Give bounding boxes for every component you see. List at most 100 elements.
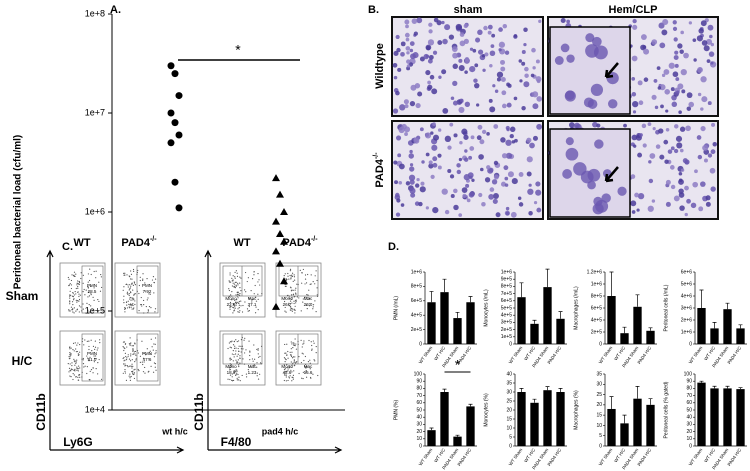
event (245, 349, 247, 351)
cell (404, 104, 409, 109)
cell (459, 98, 464, 103)
cell (456, 169, 462, 175)
cell (659, 42, 666, 49)
event (141, 340, 143, 342)
gate-label: 28.5 (88, 289, 97, 294)
gate (222, 265, 263, 297)
cell (510, 211, 517, 218)
event (77, 283, 79, 285)
event (284, 306, 286, 309)
event (89, 370, 91, 373)
cell (707, 101, 712, 106)
event (234, 370, 237, 372)
error-bar (429, 291, 434, 303)
cell (681, 89, 686, 94)
cell (637, 80, 643, 86)
event (75, 293, 77, 295)
y-axis-label: PMN (%) (393, 400, 399, 421)
error-bar (712, 385, 717, 389)
cell (442, 107, 449, 114)
event (145, 305, 147, 308)
bar (466, 406, 475, 446)
cell (430, 174, 435, 180)
cell (536, 123, 543, 130)
event (237, 359, 239, 361)
cell (710, 61, 714, 65)
cell (631, 210, 636, 214)
event (232, 379, 235, 382)
event (71, 301, 74, 303)
event (315, 270, 317, 272)
event (290, 294, 293, 296)
event (92, 367, 94, 369)
cell (705, 195, 711, 201)
event (234, 276, 236, 278)
event (131, 308, 133, 310)
event (244, 352, 246, 354)
x-tick-label: PAD4 H/C (636, 447, 652, 467)
event (305, 282, 308, 284)
cell (503, 165, 509, 171)
y-tick-label: 25 (506, 398, 512, 404)
point (171, 178, 179, 186)
event (257, 298, 259, 300)
cell (670, 146, 675, 151)
point (272, 302, 280, 310)
cell (655, 144, 661, 149)
cell (462, 193, 467, 199)
event (248, 310, 250, 312)
gate (136, 265, 159, 314)
event (290, 354, 292, 356)
event (95, 270, 97, 272)
event (72, 378, 74, 381)
event (232, 344, 235, 346)
event (67, 363, 69, 365)
event (292, 378, 294, 380)
y-tick-label: 30 (506, 389, 512, 395)
event (243, 289, 246, 291)
event (86, 302, 88, 304)
event (128, 303, 130, 305)
cell (481, 53, 486, 58)
event (295, 343, 297, 345)
event (123, 360, 125, 362)
event (259, 284, 261, 286)
cell (469, 146, 475, 151)
event (82, 303, 84, 305)
event (245, 376, 248, 378)
event (291, 296, 293, 298)
event (301, 377, 303, 379)
cell (489, 50, 496, 57)
cell (393, 160, 398, 165)
event (295, 302, 297, 304)
cell (500, 77, 506, 83)
event (73, 369, 75, 372)
event (89, 268, 91, 270)
event (122, 299, 125, 301)
cell (524, 66, 529, 72)
cell (458, 213, 463, 217)
cell (458, 58, 463, 63)
cell (665, 179, 671, 185)
event (246, 280, 248, 283)
cell (694, 169, 698, 174)
cell (580, 170, 594, 184)
flow-plot (275, 262, 322, 318)
cell (432, 122, 436, 127)
cell (425, 45, 431, 51)
event (92, 296, 94, 298)
cell (565, 137, 574, 146)
event (287, 350, 289, 353)
cell (665, 109, 669, 113)
event (236, 272, 238, 274)
y-tick-label: 1e+5 (501, 334, 512, 340)
event (131, 371, 133, 373)
event (97, 347, 99, 349)
event (237, 297, 239, 299)
event (144, 366, 146, 369)
event (133, 373, 135, 376)
event (139, 279, 141, 282)
y-tick-label: 70 (686, 393, 692, 399)
cell (517, 196, 522, 200)
cell (425, 70, 431, 76)
